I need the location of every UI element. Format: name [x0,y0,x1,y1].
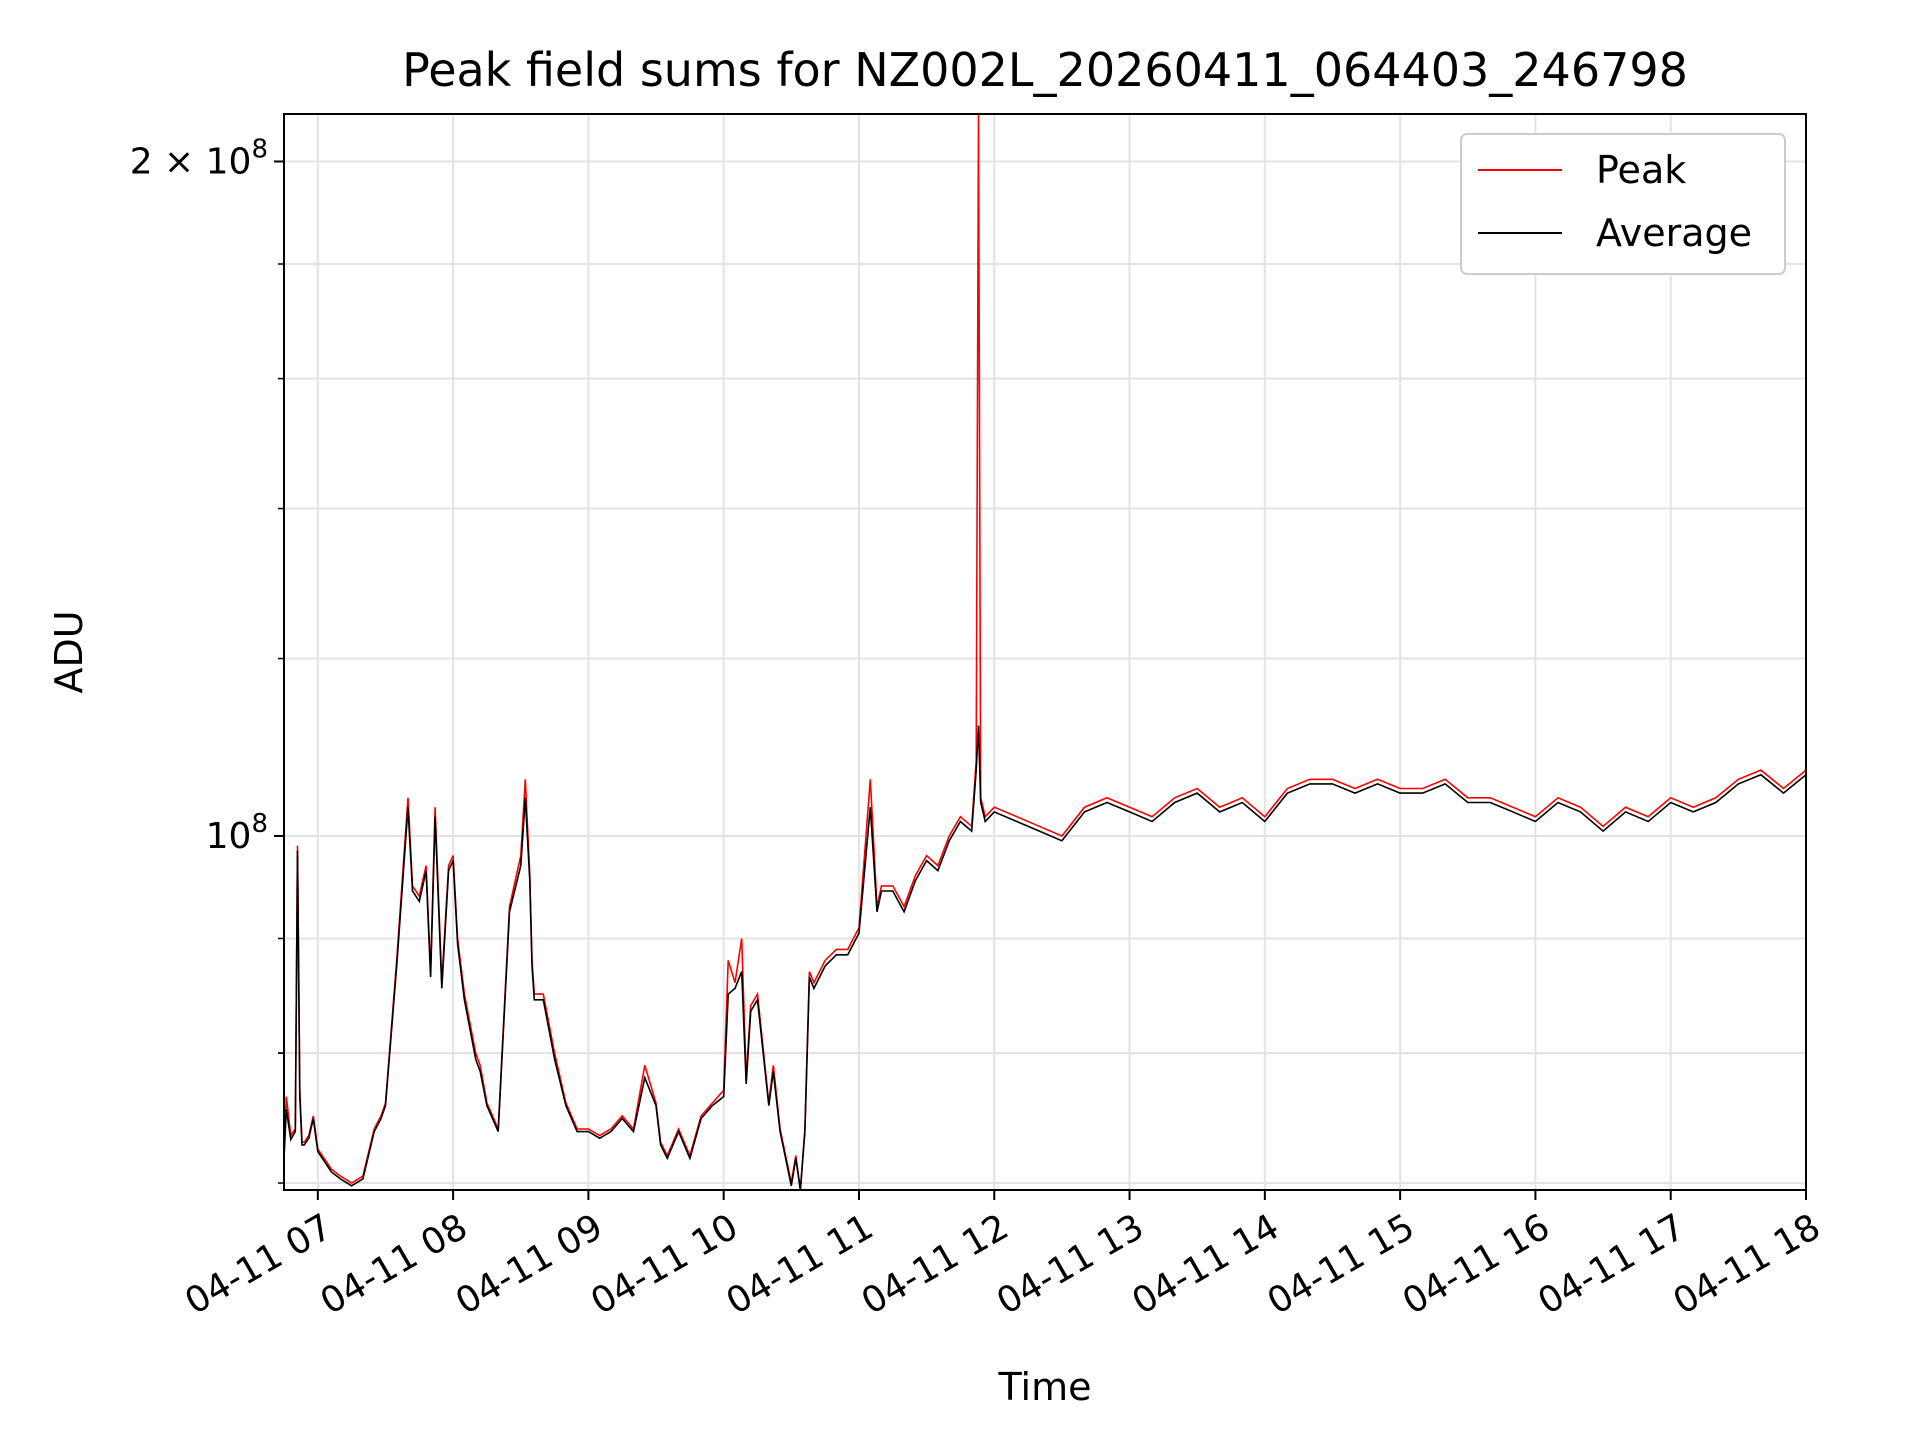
y-tick-label: 108 [206,809,268,857]
grid [284,114,1807,1190]
y-tick-label: 2 × 108 [130,134,268,182]
legend: Peak Average [1460,133,1786,275]
y-axis-title: ADU [47,610,91,693]
legend-average-label: Average [1596,211,1752,255]
y-axis: 108 2 × 108 [130,134,284,1184]
series-peak-line [283,113,1807,1191]
x-axis-title: Time [998,1365,1092,1409]
legend-peak-label: Peak [1596,148,1686,192]
series-layer [283,113,1807,1191]
chart-title: Peak field sums for NZ002L_20260411_0644… [402,43,1688,97]
series-average-line [283,725,1807,1191]
plot-frame [283,113,1807,1191]
